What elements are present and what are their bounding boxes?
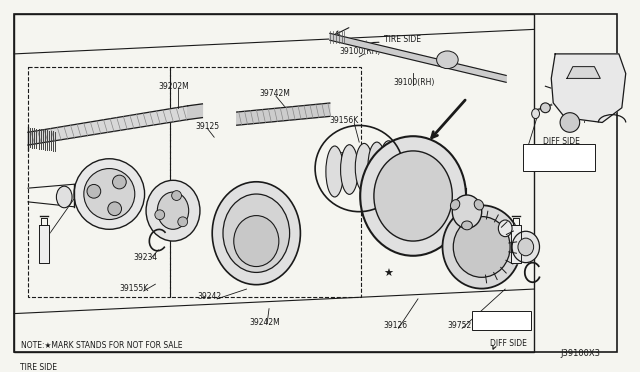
Text: SEC.381: SEC.381 — [527, 148, 556, 154]
Text: 39242M: 39242M — [250, 318, 280, 327]
Ellipse shape — [212, 182, 300, 285]
Circle shape — [155, 210, 164, 219]
Polygon shape — [188, 104, 202, 119]
Text: 39742: 39742 — [330, 152, 354, 161]
Bar — [28, 67, 170, 297]
Ellipse shape — [390, 140, 407, 184]
Polygon shape — [567, 67, 600, 78]
Ellipse shape — [461, 221, 472, 230]
Ellipse shape — [374, 151, 452, 241]
Text: 39242: 39242 — [198, 292, 221, 301]
Ellipse shape — [355, 143, 373, 192]
Ellipse shape — [453, 217, 510, 277]
FancyBboxPatch shape — [472, 311, 531, 330]
Text: 39155K: 39155K — [119, 284, 148, 293]
Polygon shape — [39, 225, 49, 263]
Text: (38542): (38542) — [527, 156, 554, 162]
Text: 39156K: 39156K — [330, 116, 359, 125]
Ellipse shape — [518, 238, 534, 256]
Text: 39100(RH): 39100(RH) — [340, 47, 381, 56]
Text: 39752: 39752 — [447, 321, 472, 330]
Polygon shape — [28, 106, 188, 145]
Circle shape — [178, 217, 188, 227]
Ellipse shape — [368, 142, 386, 189]
Ellipse shape — [512, 231, 540, 263]
Ellipse shape — [84, 169, 135, 219]
Ellipse shape — [146, 180, 200, 241]
Ellipse shape — [442, 205, 521, 289]
Ellipse shape — [340, 145, 358, 194]
Text: NOTE:★MARK STANDS FOR NOT FOR SALE: NOTE:★MARK STANDS FOR NOT FOR SALE — [21, 341, 182, 350]
Text: TIRE SIDE: TIRE SIDE — [20, 363, 57, 372]
Bar — [14, 14, 534, 352]
Circle shape — [108, 202, 122, 216]
Text: 39202M: 39202M — [158, 82, 189, 91]
Polygon shape — [551, 54, 626, 122]
Text: DIFF SIDE: DIFF SIDE — [543, 137, 580, 146]
Bar — [170, 67, 361, 297]
Ellipse shape — [326, 146, 344, 197]
Polygon shape — [330, 33, 506, 82]
Text: 39742M: 39742M — [259, 89, 290, 98]
FancyBboxPatch shape — [523, 144, 595, 171]
Circle shape — [172, 190, 182, 201]
Circle shape — [87, 185, 100, 198]
Ellipse shape — [56, 186, 72, 208]
Text: 39234: 39234 — [134, 253, 158, 262]
Text: 39125: 39125 — [196, 122, 220, 131]
Text: TIRE SIDE: TIRE SIDE — [384, 35, 420, 44]
Polygon shape — [237, 103, 330, 125]
Circle shape — [541, 103, 550, 113]
Ellipse shape — [360, 136, 466, 256]
Ellipse shape — [234, 216, 279, 267]
Text: ★: ★ — [383, 269, 394, 279]
Ellipse shape — [223, 194, 290, 272]
Ellipse shape — [157, 192, 189, 229]
Ellipse shape — [451, 200, 460, 210]
Text: DIFF SIDE: DIFF SIDE — [490, 339, 527, 348]
Text: 39126: 39126 — [384, 321, 408, 330]
Text: 39734: 39734 — [433, 173, 457, 182]
Ellipse shape — [380, 141, 397, 186]
Ellipse shape — [499, 220, 512, 237]
Ellipse shape — [436, 51, 458, 68]
Ellipse shape — [452, 195, 482, 228]
Text: J39100X3: J39100X3 — [560, 349, 600, 358]
Text: 39100(RH): 39100(RH) — [394, 78, 435, 87]
Ellipse shape — [74, 159, 145, 229]
Text: SEC.381: SEC.381 — [476, 315, 505, 321]
Ellipse shape — [474, 200, 484, 210]
Circle shape — [113, 175, 126, 189]
Ellipse shape — [532, 109, 540, 119]
Polygon shape — [511, 225, 521, 263]
Circle shape — [560, 113, 580, 132]
